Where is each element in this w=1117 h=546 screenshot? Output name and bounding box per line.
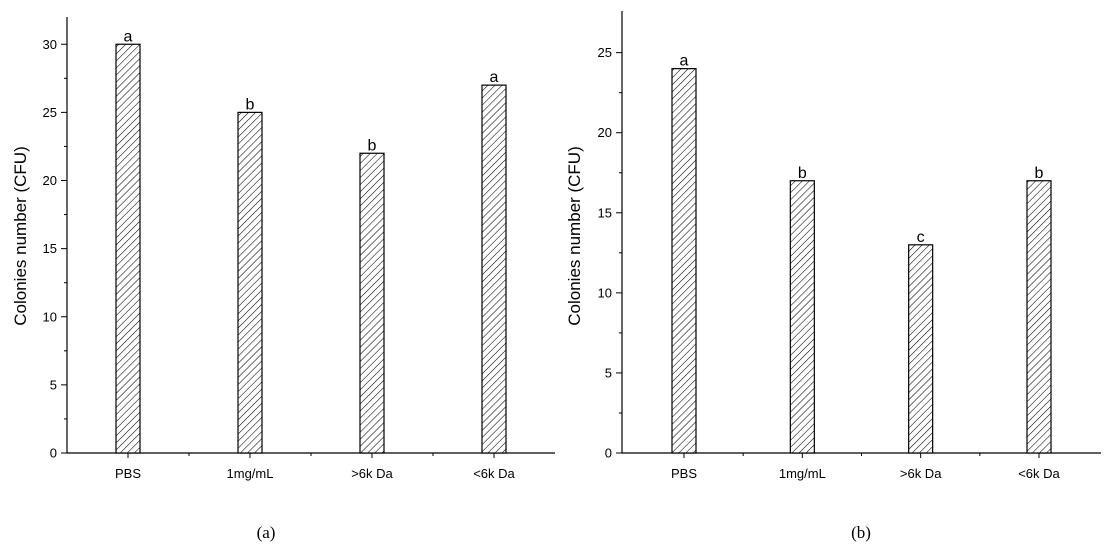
significance-letter: a	[490, 69, 499, 86]
panel-caption: (a)	[257, 523, 276, 542]
x-tick-label: <6k Da	[473, 466, 515, 481]
bar	[1026, 180, 1052, 454]
y-axis-title: Colonies number (CFU)	[565, 146, 584, 326]
significance-letter: b	[246, 96, 255, 113]
significance-letter: b	[798, 165, 807, 182]
y-tick-label: 15	[43, 241, 57, 256]
x-tick-label: >6k Da	[351, 466, 393, 481]
bar	[671, 68, 697, 454]
significance-letter: a	[680, 53, 689, 70]
x-tick-label: PBS	[115, 466, 141, 481]
x-tick-label: 1mg/mL	[227, 466, 274, 481]
y-tick-label: 25	[598, 45, 612, 60]
y-tick-label: 25	[43, 105, 57, 120]
bar	[359, 152, 385, 454]
x-tick-label: 1mg/mL	[779, 466, 826, 481]
axes: 0 5 10 15 20 25 30 PBS 1mg/mL >6k Da <6k Da	[43, 17, 555, 481]
bar	[481, 84, 507, 454]
y-tick-label: 0	[50, 446, 57, 461]
panel-a-chart: Colonies number (CFU) 0 5 10 15 20 25 30 PBS 1mg…	[11, 17, 555, 542]
y-tick-label: 5	[605, 365, 612, 380]
bar	[237, 111, 263, 454]
y-tick-label: 10	[598, 285, 612, 300]
y-tick-label: 30	[43, 37, 57, 52]
axes: 0 5 10 15 20 25 PBS 1mg/mL >6k Da <6k Da	[598, 11, 1101, 481]
bars: a b c b	[671, 53, 1052, 454]
panel-b-chart: Colonies number (CFU) 0 5 10 15 20 25 PBS 1mg/m…	[565, 11, 1101, 542]
y-tick-label: 0	[605, 446, 612, 461]
y-axis-title: Colonies number (CFU)	[11, 146, 30, 326]
x-tick-label: >6k Da	[900, 466, 942, 481]
x-tick-label: <6k Da	[1018, 466, 1060, 481]
bar	[789, 180, 815, 454]
significance-letter: c	[917, 229, 925, 246]
significance-letter: b	[368, 137, 377, 154]
bar	[908, 244, 934, 454]
x-tick-label: PBS	[671, 466, 697, 481]
y-tick-label: 20	[43, 173, 57, 188]
y-tick-label: 20	[598, 125, 612, 140]
significance-letter: b	[1035, 165, 1044, 182]
bar	[115, 43, 141, 454]
panel-caption: (b)	[851, 523, 871, 542]
bars: a b b a	[115, 28, 507, 454]
y-tick-label: 5	[50, 377, 57, 392]
y-tick-label: 15	[598, 205, 612, 220]
y-tick-label: 10	[43, 309, 57, 324]
significance-letter: a	[124, 28, 133, 45]
